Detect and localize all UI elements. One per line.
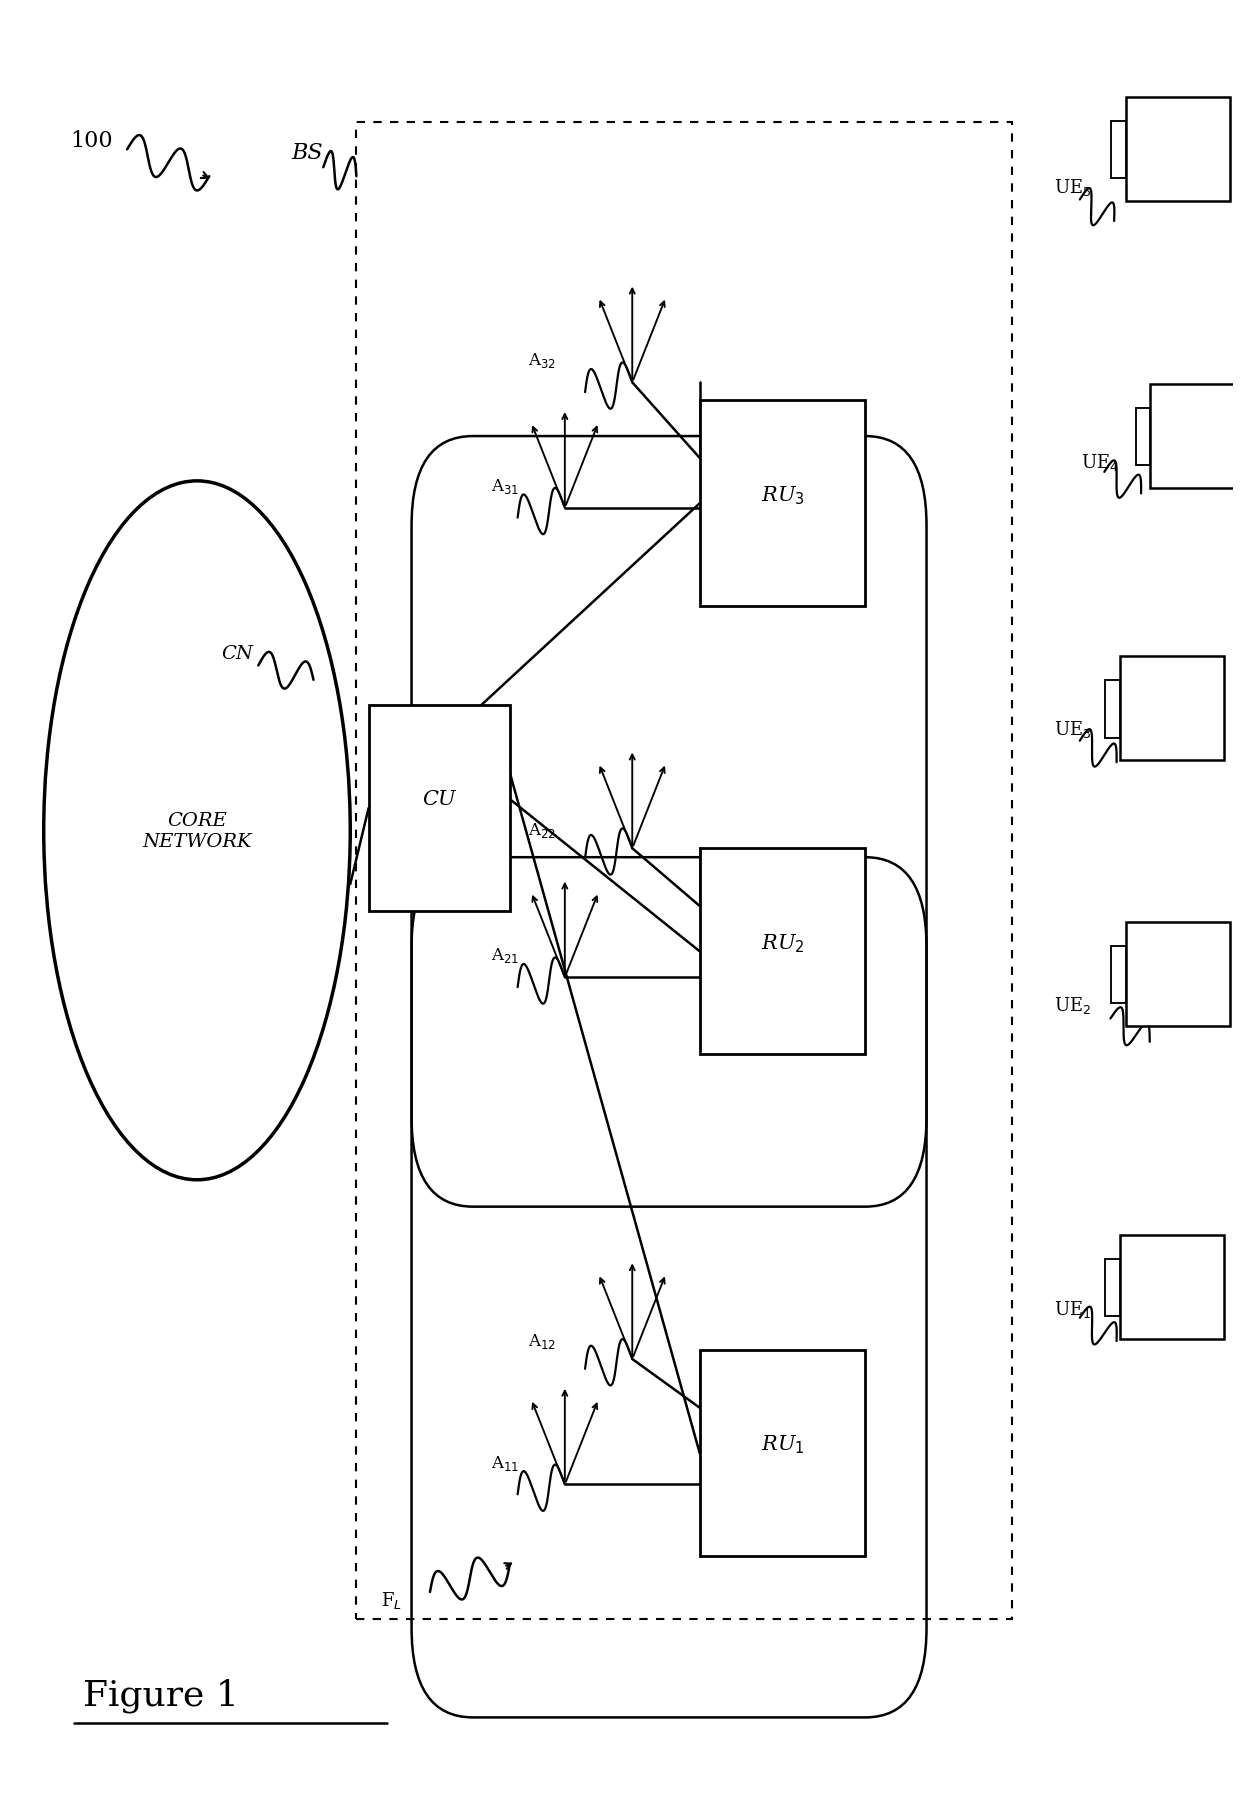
Ellipse shape bbox=[43, 482, 350, 1180]
Bar bbox=[699, 848, 866, 1054]
Text: RU$_3$: RU$_3$ bbox=[760, 484, 805, 507]
Text: Figure 1: Figure 1 bbox=[83, 1679, 239, 1713]
Text: CN: CN bbox=[222, 644, 253, 662]
Text: A$_{31}$: A$_{31}$ bbox=[491, 477, 520, 496]
Text: A$_{22}$: A$_{22}$ bbox=[528, 821, 556, 839]
Text: CU: CU bbox=[423, 791, 456, 809]
Text: UE$_5$: UE$_5$ bbox=[1054, 177, 1091, 199]
Bar bbox=[1136, 408, 1151, 466]
Text: F$_L$: F$_L$ bbox=[381, 1588, 402, 1610]
Text: CORE
NETWORK: CORE NETWORK bbox=[143, 812, 252, 850]
Text: A$_{32}$: A$_{32}$ bbox=[528, 352, 556, 370]
Bar bbox=[1151, 384, 1240, 489]
Bar bbox=[1105, 680, 1120, 738]
Text: UE$_3$: UE$_3$ bbox=[1054, 718, 1091, 738]
Text: RU$_2$: RU$_2$ bbox=[760, 931, 805, 955]
Bar bbox=[356, 123, 1012, 1619]
Bar bbox=[699, 401, 866, 606]
Text: UE$_2$: UE$_2$ bbox=[1054, 995, 1091, 1014]
Text: A$_{21}$: A$_{21}$ bbox=[491, 946, 520, 966]
Text: A$_{11}$: A$_{11}$ bbox=[491, 1453, 520, 1471]
Bar bbox=[1111, 123, 1126, 179]
Text: BS: BS bbox=[291, 143, 324, 164]
Bar bbox=[1120, 657, 1224, 762]
Text: A$_{12}$: A$_{12}$ bbox=[528, 1330, 556, 1350]
Bar bbox=[368, 706, 510, 912]
Bar bbox=[699, 1350, 866, 1556]
Bar bbox=[1105, 1260, 1120, 1316]
Bar bbox=[1126, 922, 1230, 1025]
Bar bbox=[1111, 946, 1126, 1004]
Text: UE$_1$: UE$_1$ bbox=[1054, 1298, 1091, 1319]
Bar bbox=[1120, 1236, 1224, 1339]
Text: RU$_1$: RU$_1$ bbox=[760, 1433, 805, 1455]
Text: UE$_4$: UE$_4$ bbox=[1081, 451, 1118, 473]
Text: 100: 100 bbox=[71, 130, 113, 152]
Bar bbox=[1126, 97, 1230, 202]
